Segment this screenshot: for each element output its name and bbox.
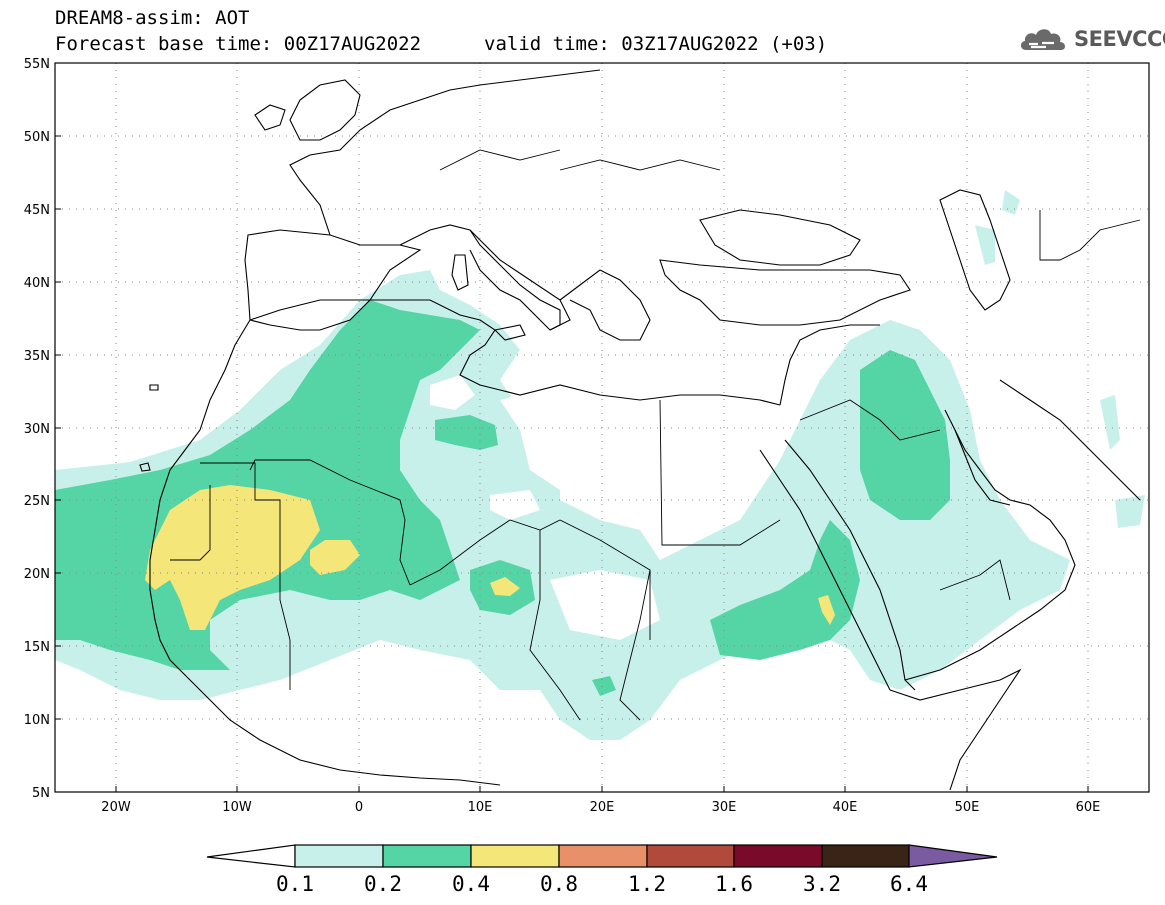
- lon-label: 10E: [468, 800, 493, 815]
- lon-label: 60E: [1076, 800, 1101, 815]
- latitude-labels: 55N 50N 45N 40N 35N 30N 25N 20N 15N 10N …: [24, 57, 50, 801]
- colorbar-label: 0.8: [540, 872, 578, 896]
- lon-label: 20E: [590, 800, 615, 815]
- colorbar-labels: 0.1 0.2 0.4 0.8 1.2 1.6 3.2 6.4: [276, 872, 928, 896]
- colorbar-swatch: [558, 844, 648, 868]
- colorbar-label: 0.4: [452, 872, 490, 896]
- colorbar-label: 6.4: [890, 872, 928, 896]
- colorbar-high-arrow: [908, 844, 998, 868]
- lat-label: 30N: [24, 422, 50, 437]
- lat-label: 55N: [24, 57, 50, 72]
- lat-label: 40N: [24, 276, 50, 291]
- longitude-labels: 20W 10W 0 10E 20E 30E 40E 50E 60E: [101, 800, 1100, 815]
- aot-level-0.4: [145, 485, 835, 630]
- valid-time: valid time: 03Z17AUG2022 (+03): [484, 33, 828, 55]
- lon-label: 30E: [712, 800, 737, 815]
- axis-ticks: [55, 62, 1089, 792]
- colorbar: [206, 844, 998, 868]
- colorbar-label: 0.2: [364, 872, 402, 896]
- lon-label: 20W: [101, 800, 131, 815]
- lon-label: 10W: [222, 800, 252, 815]
- aot-below-0.1: [430, 375, 760, 640]
- aot-shading: [55, 190, 1145, 740]
- colorbar-swatch: [470, 844, 560, 868]
- lat-label: 45N: [24, 203, 50, 218]
- logo-text: SEEVCCC: [1074, 27, 1165, 51]
- lat-label: 5N: [32, 786, 50, 801]
- colorbar-swatch: [294, 844, 384, 868]
- lon-label: 50E: [955, 800, 980, 815]
- coastlines: [139, 69, 1141, 791]
- colorbar-swatch: [646, 844, 735, 868]
- lat-label: 15N: [24, 640, 50, 655]
- colorbar-swatch: [821, 844, 910, 868]
- colorbar-label: 3.2: [803, 872, 841, 896]
- colorbar-swatch: [733, 844, 823, 868]
- map-title: DREAM8-assim: AOT: [55, 7, 250, 29]
- cloud-icon: [1020, 29, 1066, 50]
- country-borders: [170, 149, 1141, 721]
- colorbar-label: 0.1: [276, 872, 314, 896]
- lon-label: 40E: [833, 800, 858, 815]
- colorbar-label: 1.2: [628, 872, 666, 896]
- lat-label: 25N: [24, 494, 50, 509]
- colorbar-label: 1.6: [715, 872, 753, 896]
- lat-label: 50N: [24, 130, 50, 145]
- lat-label: 35N: [24, 349, 50, 364]
- graticule: [55, 63, 1149, 792]
- seevccc-logo: SEEVCCC: [1018, 22, 1165, 56]
- lat-label: 20N: [24, 567, 50, 582]
- colorbar-low-arrow: [206, 844, 296, 868]
- colorbar-swatch: [382, 844, 472, 868]
- lon-label: 0: [355, 800, 363, 815]
- lat-label: 10N: [24, 713, 50, 728]
- forecast-base-time: Forecast base time: 00Z17AUG2022: [55, 33, 422, 55]
